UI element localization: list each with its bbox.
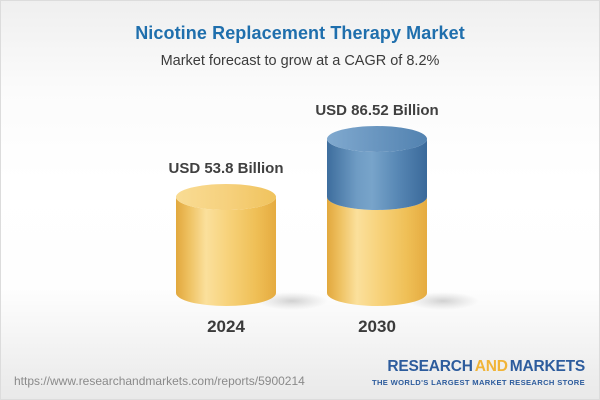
value-label-2024: USD 53.8 Billion [168,160,284,177]
cylinder-2030-growth-segment [327,139,427,210]
research-and-markets-logo: RESEARCH AND MARKETS THE WORLD'S LARGEST M… [372,358,585,387]
logo-tagline: THE WORLD'S LARGEST MARKET RESEARCH STOR… [371,377,585,387]
cylinder-2024-top [176,184,276,210]
logo-wordmark: RESEARCH AND MARKETS [372,358,585,376]
logo-word-markets: MARKETS [509,358,585,375]
cylinder-2030-top [327,126,427,152]
category-label-2030: 2030 [358,317,396,336]
page-subtitle: Market forecast to grow at a CAGR of 8.2… [160,53,440,69]
source-url: https://www.researchandmarkets.com/repor… [14,374,305,388]
value-label-2030: USD 86.52 Billion [315,102,439,119]
logo-word-research: RESEARCH [387,358,473,375]
cylinder-2030-base-segment [327,197,427,306]
category-label-2024: 2024 [207,317,245,336]
logo-word-and: AND [474,358,508,375]
cylinder-2024-body [176,197,276,306]
page-title: Nicotine Replacement Therapy Market [135,23,465,43]
